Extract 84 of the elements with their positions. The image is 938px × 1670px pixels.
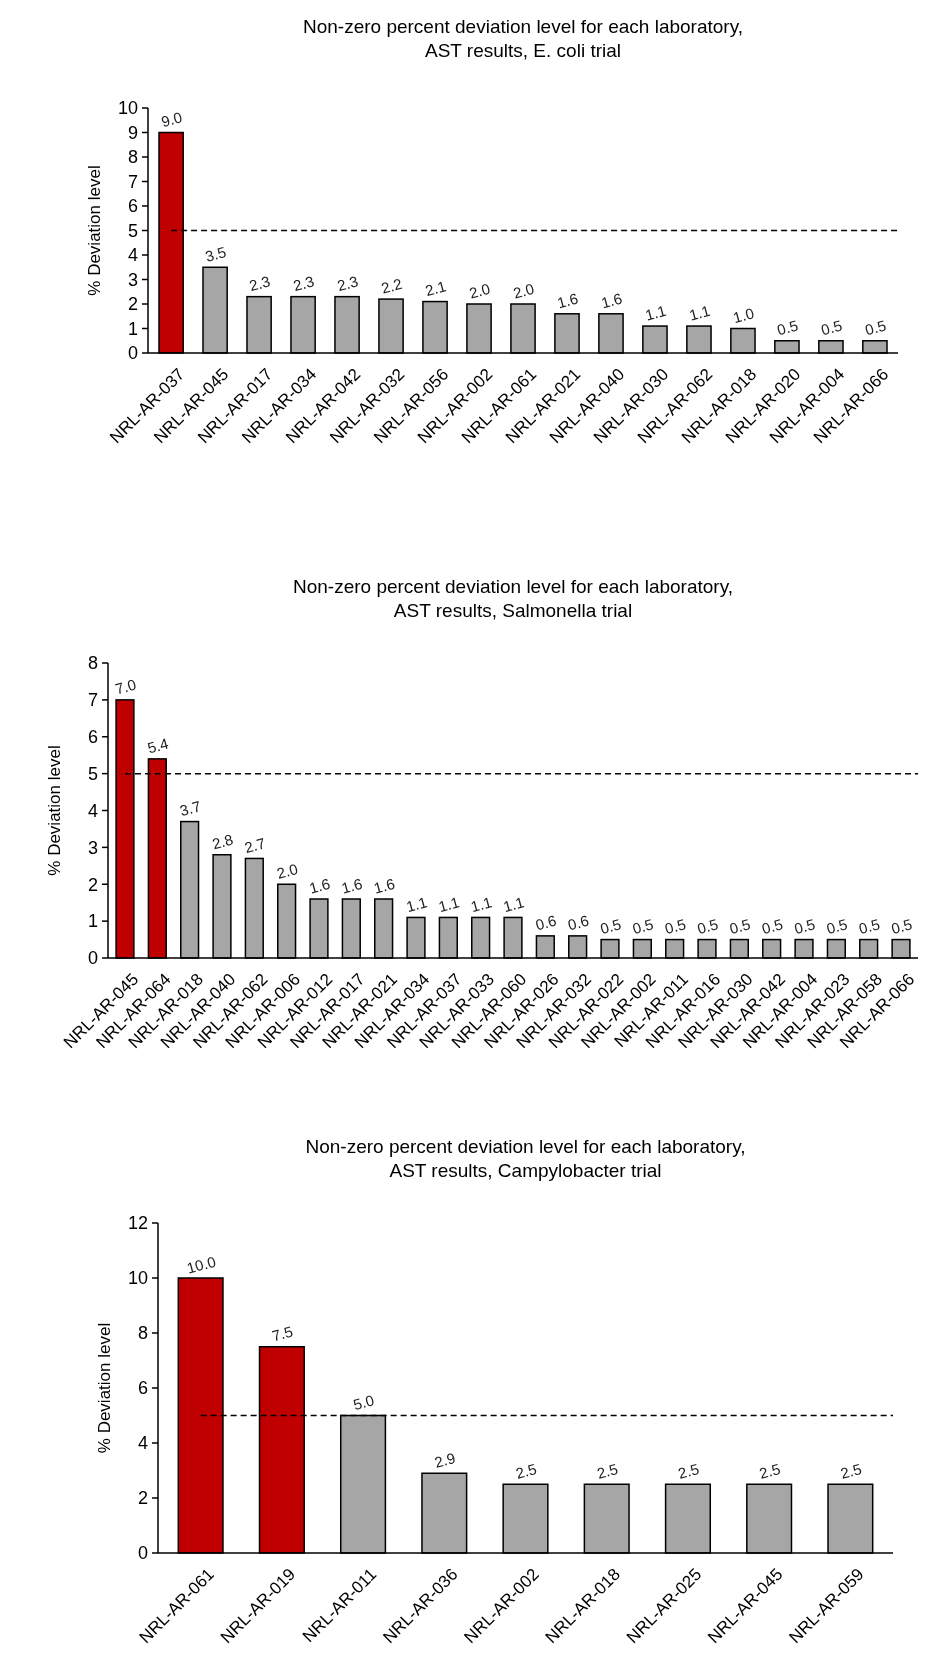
data-label: 2.1 [423,277,448,300]
y-tick-label: 10 [127,1268,148,1289]
y-tick-label: 4 [137,1433,148,1454]
y-tick-label: 7 [127,171,138,192]
data-label: 1.1 [643,301,668,324]
data-label: 5.0 [351,1391,376,1414]
data-label: 0.5 [759,915,785,938]
data-label: 2.5 [757,1460,782,1482]
data-label: 1.6 [339,874,365,897]
data-label: 2.9 [432,1449,458,1471]
y-tick-label: 3 [87,837,98,858]
y-tick-label: 0 [127,343,138,364]
y-tick-label: 3 [127,269,138,290]
data-label: 2.5 [838,1460,864,1482]
data-label: 0.5 [824,915,850,938]
y-tick-label: 0 [87,948,98,969]
y-tick-label: 9 [127,122,138,143]
data-label: 0.5 [889,915,914,938]
data-label: 2.3 [291,272,316,295]
data-label: 1.1 [501,893,526,916]
data-label: 0.5 [863,316,888,339]
data-label: 2.0 [274,860,300,882]
data-label: 0.6 [565,911,591,934]
y-tick-label: 6 [127,196,138,217]
data-label: 1.6 [555,289,580,312]
y-tick-label: 5 [127,220,138,241]
data-label: 2.5 [676,1460,701,1482]
data-label: 9.0 [159,108,184,131]
y-tick-label: 7 [87,690,98,711]
data-label: 0.5 [662,915,688,938]
y-tick-label: 12 [127,1213,148,1234]
y-tick-label: 1 [87,911,98,932]
chart-title: Non-zero percent deviation level for each laboratory, AST results, Campylobacter trial [305,1136,746,1181]
y-axis-title: % Deviation level [95,1322,114,1454]
data-label: 1.1 [436,893,462,916]
y-tick-label: 4 [87,800,98,821]
data-label: 2.3 [335,272,360,295]
data-label: 1.1 [404,893,429,916]
y-tick-label: 4 [127,245,138,266]
data-label: 1.1 [687,301,712,324]
data-label: 1.1 [468,893,494,916]
data-label: 0.5 [695,915,720,938]
data-label: 1.6 [307,874,332,897]
data-label: 0.5 [727,915,753,938]
y-tick-label: 5 [87,763,98,784]
data-label: 7.5 [270,1322,295,1345]
chart-title: Non-zero percent deviation level for each laboratory, AST results, Salmonella trial [292,576,734,621]
y-tick-label: 8 [137,1323,148,1344]
data-label: 2.5 [513,1460,539,1482]
data-label: 2.7 [242,834,268,857]
y-tick-label: 0 [137,1543,148,1564]
y-tick-label: 8 [127,147,138,168]
data-label: 0.5 [775,316,800,339]
y-tick-label: 8 [87,653,98,674]
data-label: 2.0 [467,279,492,302]
data-label: 5.4 [145,734,171,757]
data-label: 2.2 [379,274,404,297]
data-label: 10.0 [184,1252,218,1277]
y-tick-label: 2 [127,294,138,315]
data-label: 0.5 [630,915,656,938]
data-label: 1.6 [599,289,624,312]
data-label: 2.5 [595,1460,620,1482]
y-tick-label: 2 [87,874,98,895]
data-label: 1.6 [371,874,397,897]
y-tick-label: 6 [87,727,98,748]
chart-title: Non-zero percent deviation level for each laboratory, AST results, E. coli trial [302,16,744,61]
y-tick-label: 1 [127,318,138,339]
data-label: 0.5 [819,316,844,339]
data-label: 2.3 [247,272,272,295]
data-label: 2.8 [210,830,235,853]
data-label: 1.0 [731,304,756,327]
y-axis-title: % Deviation level [85,165,104,296]
data-label: 0.5 [792,915,817,938]
y-tick-label: 10 [117,98,138,119]
data-label: 3.7 [177,797,203,820]
data-label: 2.0 [511,279,536,302]
data-label: 0.5 [598,915,623,938]
data-label: 0.6 [533,911,559,934]
y-axis-title: % Deviation level [45,745,64,876]
y-tick-label: 2 [137,1488,148,1509]
data-label: 0.5 [856,915,882,938]
data-label: 3.5 [203,243,228,265]
data-label: 7.0 [113,675,138,698]
y-tick-label: 6 [137,1378,148,1399]
